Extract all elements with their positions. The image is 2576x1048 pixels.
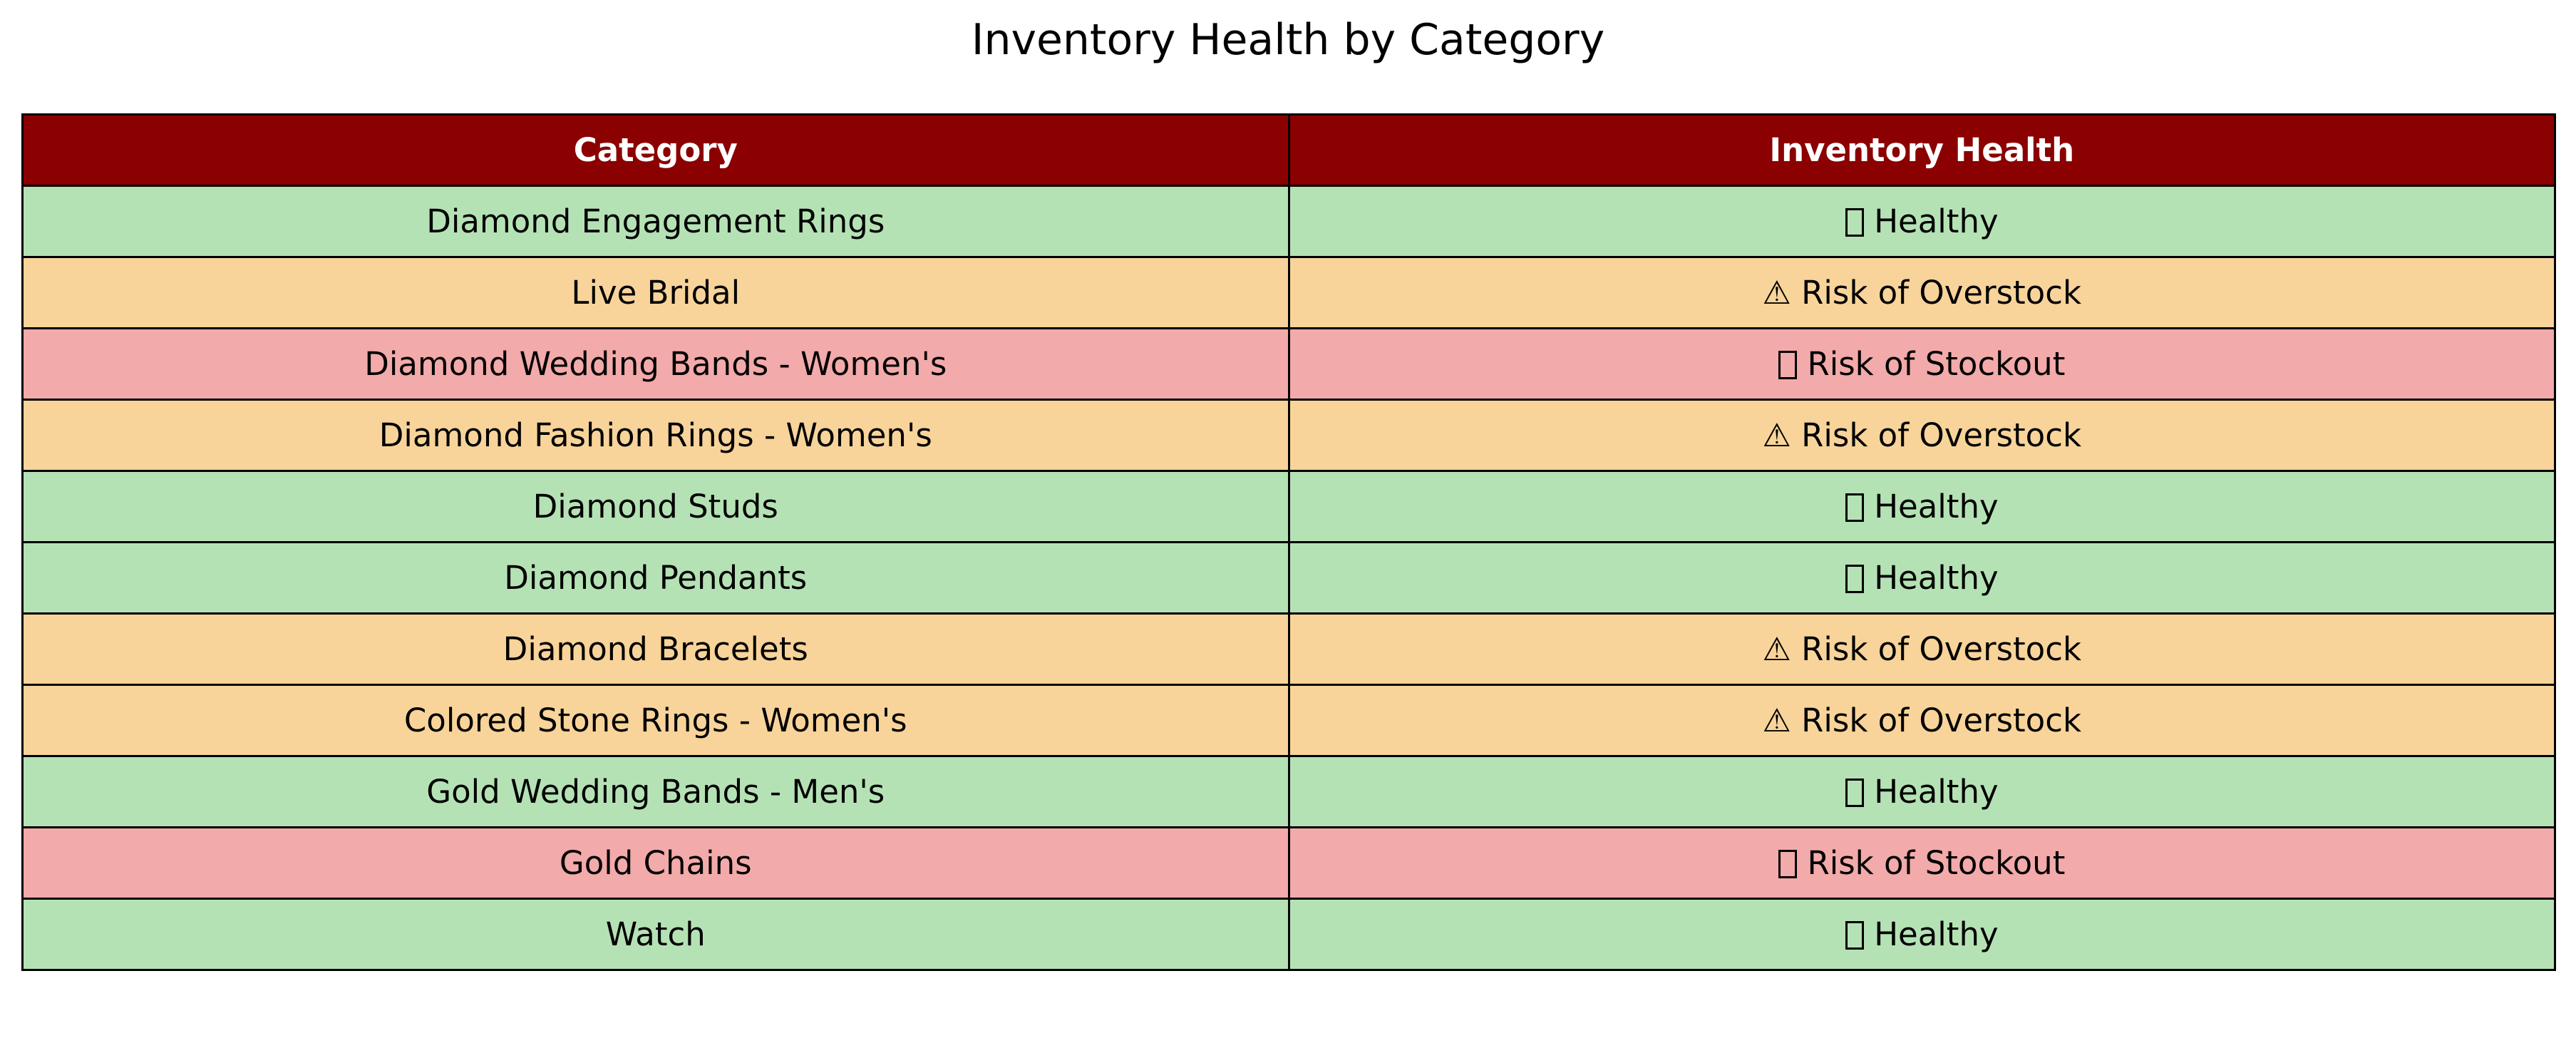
category-cell: Live Bridal [21,256,1290,329]
health-label: Healthy [1863,773,1999,811]
missing-glyph-box-icon [1778,850,1798,878]
inventory-table: Category Inventory Health Diamond Engage… [21,113,2556,971]
table-body: Diamond Engagement Rings Healthy Live Bri… [21,185,2556,971]
health-cell: ⚠ Risk of Overstock [1287,399,2556,472]
category-cell: Gold Wedding Bands - Men's [21,755,1290,828]
health-label: Risk of Stockout [1797,844,2066,882]
chart-title: Inventory Health by Category [971,15,1605,65]
health-cell: Risk of Stockout [1287,327,2556,401]
missing-glyph-box-icon [1845,565,1864,593]
missing-glyph-box-icon [1845,921,1864,950]
warning-icon: ⚠ [1762,630,1791,668]
category-cell: Diamond Wedding Bands - Women's [21,327,1290,401]
health-cell: ⚠ Risk of Overstock [1287,684,2556,757]
missing-glyph-box-icon [1845,779,1864,807]
health-label: Risk of Stockout [1797,345,2066,383]
health-cell: Healthy [1287,755,2556,828]
missing-glyph-box-icon [1845,208,1864,237]
table-row: Colored Stone Rings - Women's ⚠ Risk of O… [21,684,2556,757]
category-cell: Watch [21,898,1290,971]
table-row: Diamond Pendants Healthy [21,541,2556,615]
table-row: Diamond Engagement Rings Healthy [21,185,2556,258]
health-cell: ⚠ Risk of Overstock [1287,612,2556,686]
table-row: Live Bridal ⚠ Risk of Overstock [21,256,2556,329]
health-cell: Healthy [1287,541,2556,615]
missing-glyph-box-icon [1845,493,1864,522]
health-label: Risk of Overstock [1791,630,2082,668]
category-cell: Diamond Fashion Rings - Women's [21,399,1290,472]
table-row: Diamond Studs Healthy [21,470,2556,543]
missing-glyph-box-icon [1778,351,1798,379]
health-label: Risk of Overstock [1791,702,2082,739]
table-row: Gold Chains Risk of Stockout [21,826,2556,900]
table-row: Watch Healthy [21,898,2556,971]
header-row: Category Inventory Health [21,113,2556,187]
health-cell: Healthy [1287,898,2556,971]
warning-icon: ⚠ [1762,702,1791,739]
table-row: Gold Wedding Bands - Men's Healthy [21,755,2556,828]
category-cell: Colored Stone Rings - Women's [21,684,1290,757]
health-label: Risk of Overstock [1791,416,2082,454]
category-cell: Gold Chains [21,826,1290,900]
category-cell: Diamond Bracelets [21,612,1290,686]
category-cell: Diamond Engagement Rings [21,185,1290,258]
category-cell: Diamond Pendants [21,541,1290,615]
category-cell: Diamond Studs [21,470,1290,543]
health-label: Healthy [1863,488,1999,525]
warning-icon: ⚠ [1762,416,1791,454]
health-label: Healthy [1863,559,1999,597]
table-row: Diamond Wedding Bands - Women's Risk of … [21,327,2556,401]
health-cell: Healthy [1287,470,2556,543]
table-row: Diamond Bracelets ⚠ Risk of Overstock [21,612,2556,686]
warning-icon: ⚠ [1762,274,1791,312]
table-row: Diamond Fashion Rings - Women's ⚠ Risk of… [21,399,2556,472]
column-header-inventory-health: Inventory Health [1287,113,2556,187]
health-cell: Risk of Stockout [1287,826,2556,900]
health-label: Risk of Overstock [1791,274,2082,312]
health-cell: ⚠ Risk of Overstock [1287,256,2556,329]
health-cell: Healthy [1287,185,2556,258]
column-header-category: Category [21,113,1290,187]
table-header: Category Inventory Health [21,113,2556,187]
health-label: Healthy [1863,915,1999,953]
health-label: Healthy [1863,202,1999,240]
inventory-table-container: Category Inventory Health Diamond Engage… [21,113,2556,971]
